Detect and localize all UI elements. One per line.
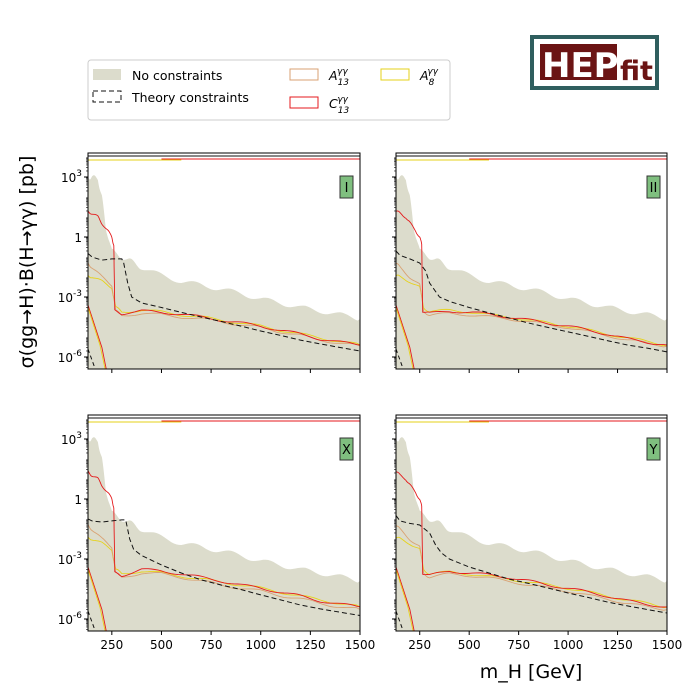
legend: No constraints Theory constraints A13γγ … bbox=[87, 59, 451, 121]
legend-label-c13: C13γγ bbox=[329, 95, 349, 116]
series-theory-low bbox=[88, 610, 96, 631]
envelope-no-constraints bbox=[88, 175, 360, 369]
series-c13-line bbox=[396, 471, 667, 608]
legend-label-theory: Theory constraints bbox=[131, 90, 249, 105]
y-tick-label: 1 bbox=[74, 231, 82, 245]
y-tick-label: 103 bbox=[61, 431, 82, 447]
series-c13-line bbox=[88, 210, 360, 346]
series-a8-low bbox=[88, 307, 106, 369]
svg-text:HEP: HEP bbox=[542, 46, 619, 86]
y-axis-label: σ(gg→H)·B(H→γγ) [pb] bbox=[16, 156, 38, 369]
x-tick-label: 250 bbox=[100, 638, 123, 652]
x-tick-label: 1000 bbox=[245, 638, 276, 652]
panel-tag-label: I bbox=[345, 181, 349, 196]
legend-label-a8: A8γγ bbox=[419, 67, 439, 88]
y-tick-label: 10-3 bbox=[58, 289, 82, 305]
series-theory-low bbox=[396, 348, 404, 369]
legend-label-a13: A13γγ bbox=[328, 67, 349, 88]
y-tick-label: 1 bbox=[74, 493, 82, 507]
series-a13-line bbox=[396, 525, 667, 611]
series-a8-line bbox=[88, 275, 360, 346]
x-tick-label: 750 bbox=[200, 638, 223, 652]
panel-tag-box bbox=[646, 175, 661, 199]
series-theory-line bbox=[396, 250, 667, 353]
series-a13-line bbox=[396, 262, 667, 348]
x-tick-label: 500 bbox=[150, 638, 173, 652]
legend-swatch-a13 bbox=[289, 68, 319, 81]
legend-swatch-no-constraints bbox=[93, 69, 121, 80]
y-tick-label: 10-6 bbox=[58, 611, 83, 627]
series-a8-low bbox=[88, 569, 106, 631]
series-c13-line bbox=[396, 210, 667, 346]
series-c13-line bbox=[88, 470, 360, 608]
hepfit-logo: HEP fit bbox=[530, 35, 659, 90]
series-c13-low bbox=[88, 304, 107, 369]
panel-tag-box bbox=[339, 175, 354, 199]
series-c13-low bbox=[396, 304, 415, 369]
x-tick-label: 750 bbox=[507, 638, 530, 652]
x-tick-label: 1500 bbox=[652, 638, 683, 652]
panel-tag-box bbox=[646, 437, 661, 461]
series-c13-low bbox=[396, 566, 415, 631]
envelope-no-constraints bbox=[88, 437, 360, 631]
panel-X: 10-6 10-3 1 103 250 500 750 1000 1250 1500 X bbox=[58, 414, 376, 652]
x-tick-label: 500 bbox=[458, 638, 481, 652]
series-theory-line bbox=[88, 253, 360, 352]
panel-I: 10-6 10-3 1 103 I bbox=[58, 152, 361, 373]
legend-swatch-theory bbox=[92, 90, 122, 103]
envelope-no-constraints bbox=[396, 175, 667, 369]
series-theory-low bbox=[88, 348, 96, 369]
series-a13-line bbox=[88, 262, 360, 347]
svg-text:fit: fit bbox=[620, 56, 653, 87]
axes-frame bbox=[87, 414, 361, 632]
x-tick-label: 1250 bbox=[602, 638, 633, 652]
series-theory-line bbox=[396, 515, 667, 614]
y-tick-label: 10-3 bbox=[58, 551, 82, 567]
axes-frame bbox=[87, 152, 361, 370]
panel-Y: 250 500 750 1000 1250 1500 Y bbox=[392, 414, 683, 652]
series-c13-low bbox=[88, 566, 107, 631]
legend-swatch-a8 bbox=[380, 68, 410, 81]
series-theory-low bbox=[396, 610, 404, 631]
y-tick-label: 10-6 bbox=[58, 349, 83, 365]
x-tick-label: 1500 bbox=[345, 638, 376, 652]
x-tick-label: 250 bbox=[408, 638, 431, 652]
axes-frame bbox=[395, 414, 668, 632]
series-theory-line bbox=[88, 518, 360, 616]
panel-tag-label: Y bbox=[649, 443, 658, 458]
panel-tag-label: X bbox=[342, 443, 351, 458]
series-a8-low bbox=[396, 307, 414, 369]
x-tick-label: 1250 bbox=[295, 638, 326, 652]
series-a8-low bbox=[396, 569, 414, 631]
panel-tag-label: II bbox=[650, 181, 658, 196]
x-axis-label: m_H [GeV] bbox=[480, 661, 583, 683]
legend-label-no-constraints: No constraints bbox=[132, 68, 222, 83]
legend-swatch-c13 bbox=[289, 96, 319, 109]
panel-tag-box bbox=[339, 437, 354, 461]
x-tick-label: 1000 bbox=[553, 638, 584, 652]
panel-II: II bbox=[392, 152, 668, 373]
y-tick-label: 103 bbox=[61, 169, 82, 185]
axes-frame bbox=[395, 152, 668, 370]
envelope-no-constraints bbox=[396, 437, 667, 631]
series-a13-line bbox=[88, 524, 360, 610]
